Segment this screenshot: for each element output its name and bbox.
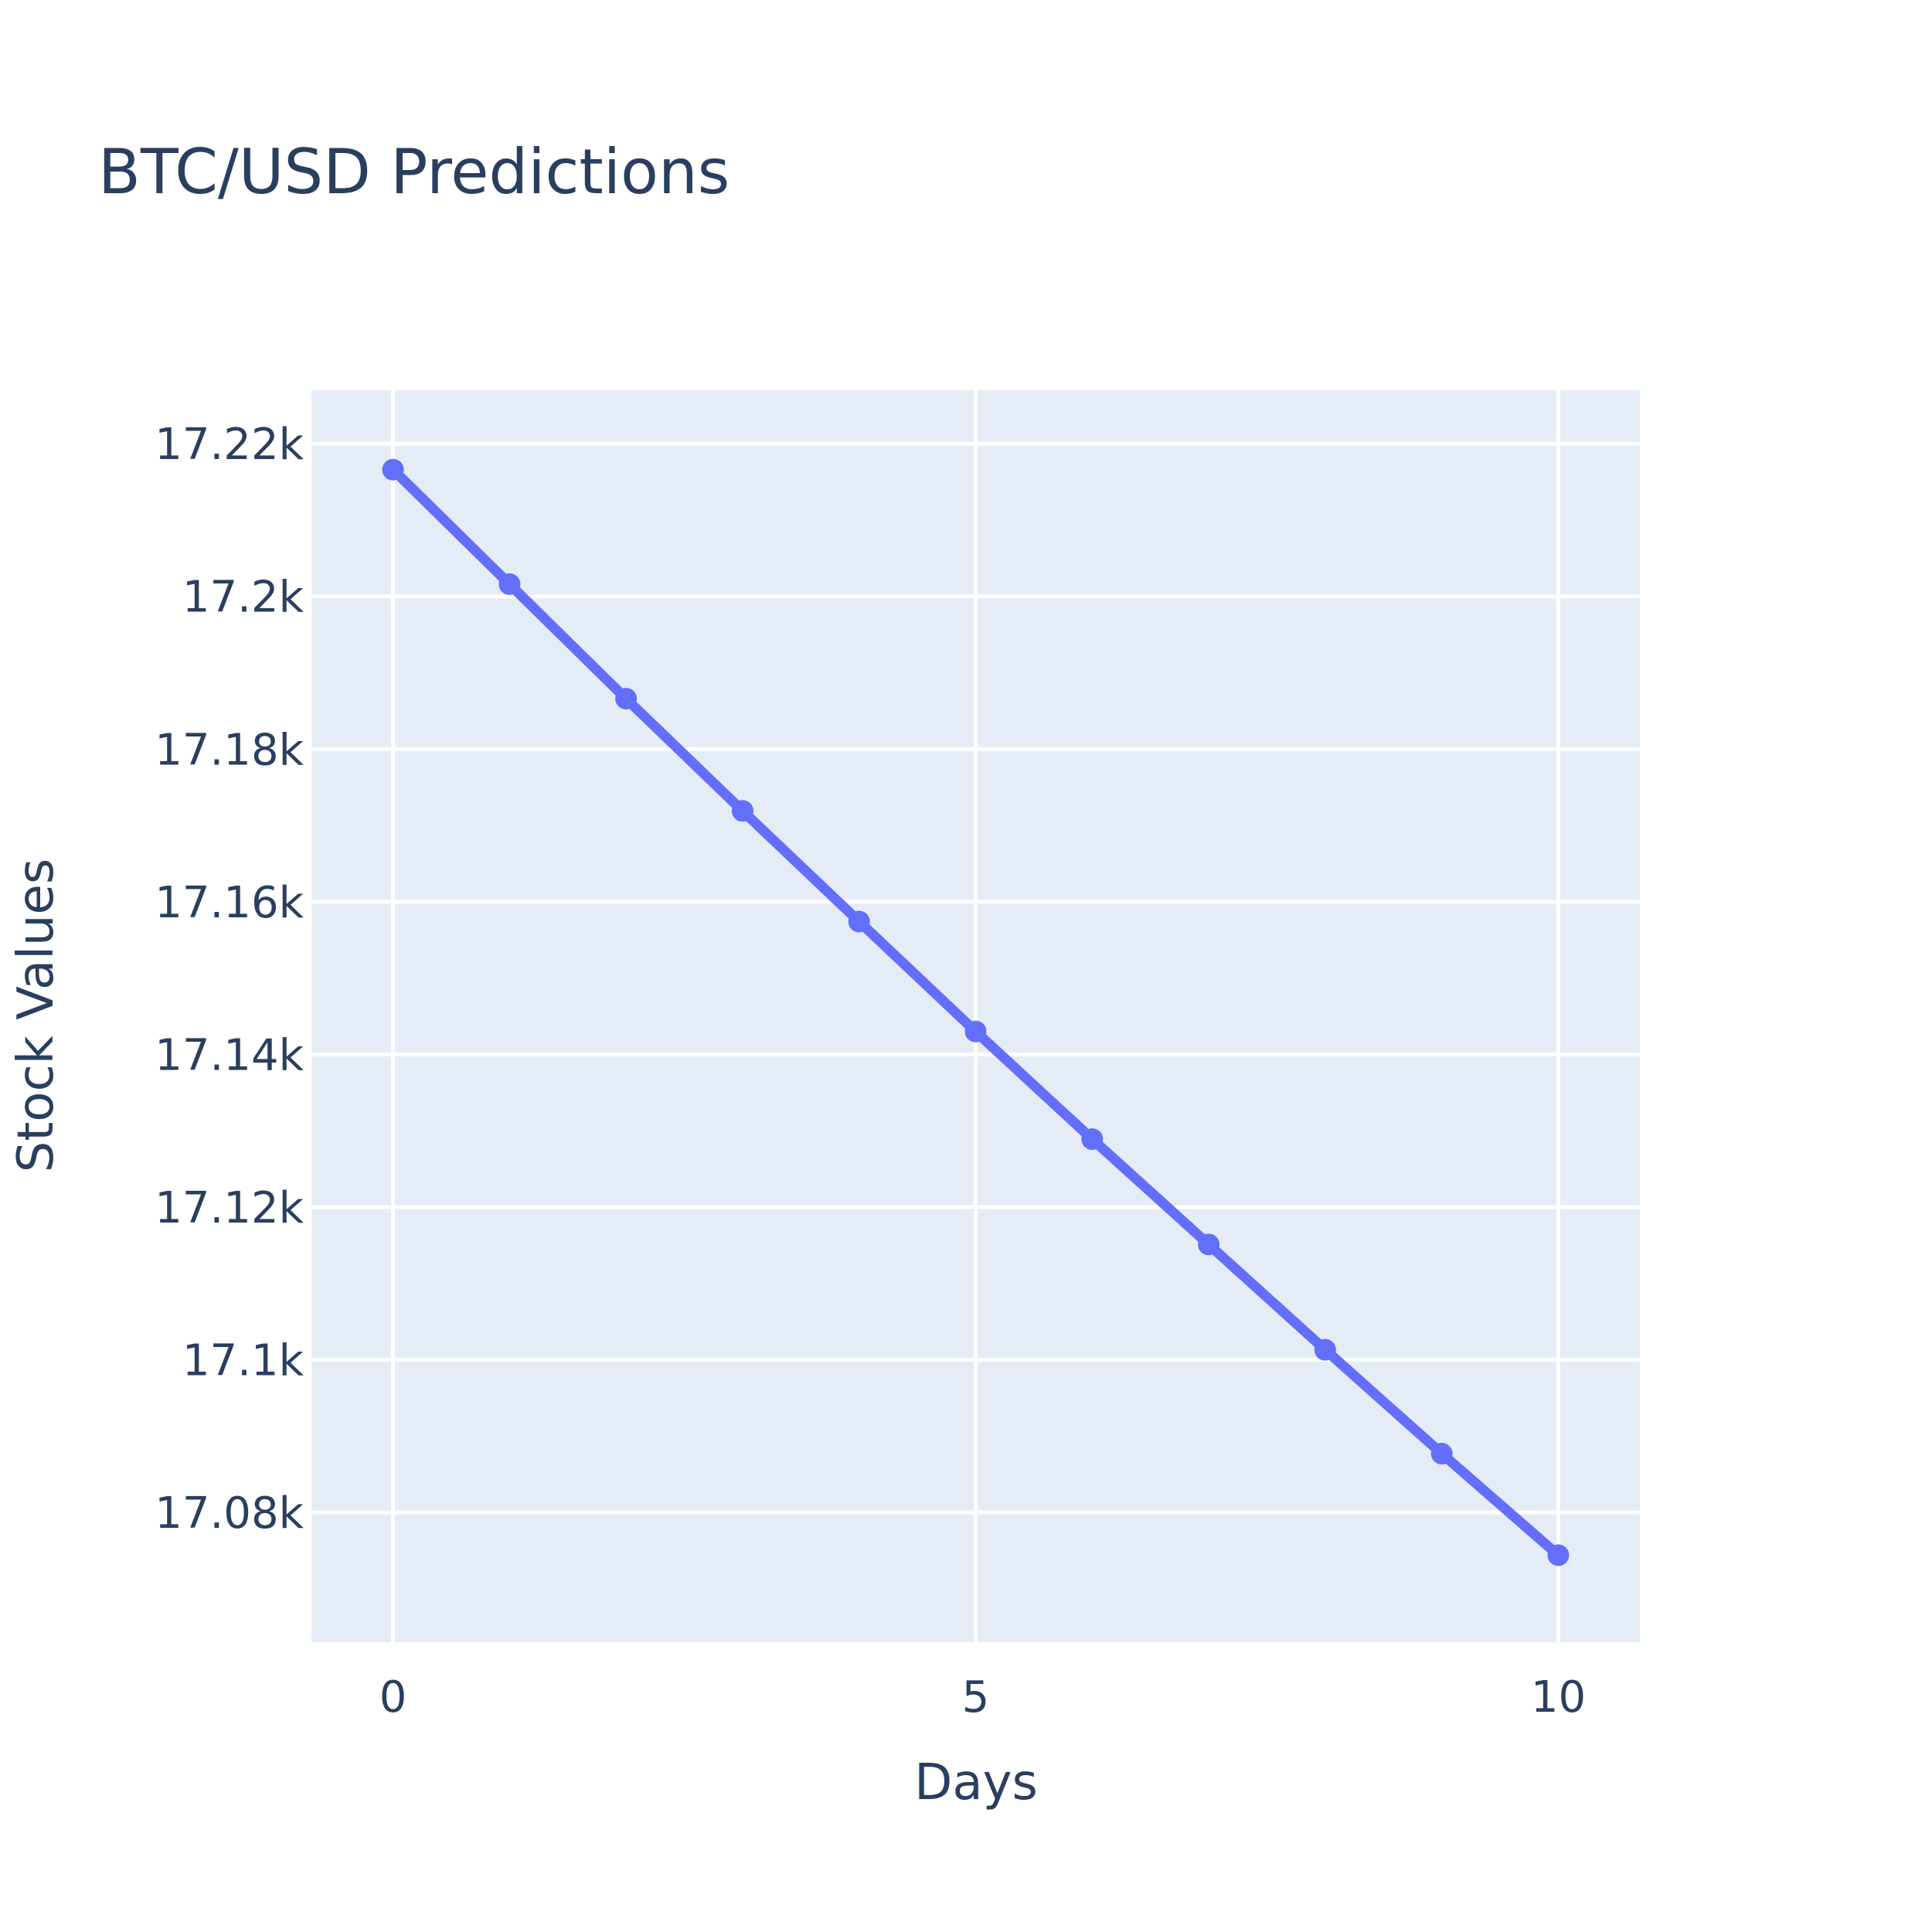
data-point[interactable]	[1081, 1128, 1104, 1151]
x-tick-label: 5	[962, 1672, 990, 1723]
data-point[interactable]	[1547, 1544, 1570, 1566]
gridlines	[311, 390, 1640, 1642]
y-tick-label: 17.22k	[155, 420, 304, 470]
data-point[interactable]	[382, 458, 404, 481]
x-tick-labels: 0 5 10	[379, 1672, 1586, 1723]
chart-title: BTC/USD Predictions	[98, 136, 730, 208]
data-point[interactable]	[964, 1020, 987, 1043]
x-tick-label: 10	[1531, 1672, 1586, 1723]
y-tick-label: 17.12k	[155, 1183, 304, 1233]
data-point[interactable]	[848, 910, 870, 933]
x-tick-label: 0	[379, 1672, 407, 1723]
y-tick-label: 17.08k	[155, 1488, 304, 1539]
y-tick-label: 17.1k	[182, 1336, 304, 1386]
y-tick-label: 17.2k	[182, 573, 304, 623]
y-axis-title: Stock Values	[8, 859, 65, 1173]
data-point[interactable]	[1198, 1233, 1220, 1256]
data-point[interactable]	[731, 800, 753, 822]
series-layer	[382, 458, 1570, 1566]
x-axis-title: Days	[914, 1754, 1038, 1811]
data-point[interactable]	[1430, 1443, 1453, 1465]
data-point[interactable]	[498, 573, 521, 595]
y-tick-labels: 17.08k 17.1k 17.12k 17.14k 17.16k 17.18k 17.2k…	[155, 420, 304, 1539]
y-tick-label: 17.16k	[155, 878, 304, 928]
data-point[interactable]	[615, 688, 638, 710]
data-point[interactable]	[1314, 1338, 1336, 1361]
y-tick-label: 17.18k	[155, 725, 304, 775]
y-tick-label: 17.14k	[155, 1030, 304, 1080]
